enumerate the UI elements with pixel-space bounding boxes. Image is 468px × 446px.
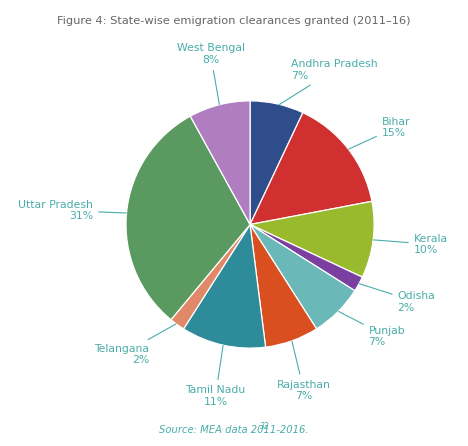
Wedge shape (183, 224, 266, 348)
Text: Andhra Pradesh
7%: Andhra Pradesh 7% (279, 59, 378, 105)
Text: Kerala
10%: Kerala 10% (373, 234, 448, 255)
Text: Figure 4: State-wise emigration clearances granted (2011–16): Figure 4: State-wise emigration clearanc… (57, 16, 411, 25)
Text: 32: 32 (260, 422, 270, 431)
Wedge shape (250, 224, 355, 329)
Wedge shape (171, 224, 250, 329)
Text: Tamil Nadu
11%: Tamil Nadu 11% (185, 346, 246, 407)
Text: Odisha
2%: Odisha 2% (359, 284, 435, 313)
Text: Punjab
7%: Punjab 7% (338, 311, 405, 347)
Text: West Bengal
8%: West Bengal 8% (176, 43, 245, 104)
Text: Bihar
15%: Bihar 15% (349, 117, 410, 149)
Wedge shape (126, 116, 250, 320)
Wedge shape (250, 113, 372, 224)
Text: Source: MEA data 2011-2016.: Source: MEA data 2011-2016. (159, 425, 309, 435)
Wedge shape (250, 224, 362, 291)
Wedge shape (250, 201, 374, 277)
Wedge shape (190, 101, 250, 224)
Wedge shape (250, 224, 316, 347)
Text: Rajasthan
7%: Rajasthan 7% (277, 341, 331, 401)
Text: Telangana
2%: Telangana 2% (94, 324, 176, 365)
Text: Uttar Pradesh
31%: Uttar Pradesh 31% (18, 199, 126, 221)
Wedge shape (250, 101, 303, 224)
